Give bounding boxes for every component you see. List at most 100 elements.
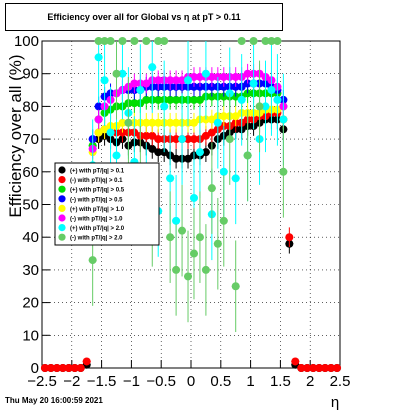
legend-box bbox=[54, 162, 160, 246]
y-tick-label: 30 bbox=[22, 262, 39, 279]
data-point bbox=[52, 364, 61, 372]
data-point bbox=[100, 76, 109, 85]
legend-label: (+) with pT/|q| > 2.0 bbox=[70, 226, 125, 232]
legend-item: (+) with pT/|q| > 2.0 bbox=[58, 224, 125, 232]
data-point bbox=[118, 118, 127, 127]
data-point bbox=[189, 72, 198, 81]
data-point bbox=[100, 125, 109, 134]
data-point bbox=[213, 118, 222, 127]
data-point bbox=[94, 115, 103, 124]
data-point bbox=[243, 151, 252, 160]
data-point bbox=[64, 364, 73, 372]
data-point bbox=[94, 128, 103, 137]
data-point bbox=[189, 95, 198, 104]
data-point bbox=[184, 272, 193, 281]
data-point bbox=[321, 364, 330, 372]
data-point bbox=[166, 76, 175, 85]
data-point bbox=[267, 37, 276, 45]
data-point bbox=[219, 72, 228, 81]
data-point bbox=[172, 95, 181, 104]
data-point bbox=[207, 184, 216, 193]
legend-marker bbox=[58, 195, 66, 203]
x-tick-label: −0.5 bbox=[146, 373, 176, 390]
data-point bbox=[273, 37, 282, 45]
data-point bbox=[154, 76, 163, 85]
y-tick-label: 20 bbox=[22, 295, 39, 312]
legend-item: (+) with pT/|q| > 0.5 bbox=[58, 185, 125, 194]
data-point bbox=[166, 95, 175, 104]
x-tick-label: 2 bbox=[306, 373, 314, 390]
data-point bbox=[327, 364, 336, 372]
data-point bbox=[142, 95, 151, 104]
data-point bbox=[249, 37, 258, 45]
data-point bbox=[303, 364, 312, 372]
x-axis-label: η bbox=[331, 394, 339, 410]
data-point bbox=[106, 128, 115, 137]
chart-title-box: Efficiency over all for Global vs η at p… bbox=[5, 3, 283, 31]
data-point bbox=[315, 364, 324, 372]
data-point bbox=[231, 72, 240, 81]
data-point bbox=[195, 72, 204, 81]
data-point bbox=[333, 364, 342, 372]
legend-item: (+) with pT/|q| > 0.1 bbox=[58, 166, 125, 175]
x-tick-label: −2 bbox=[63, 373, 80, 390]
data-point bbox=[94, 102, 103, 111]
data-point bbox=[130, 79, 139, 88]
data-point bbox=[297, 364, 306, 372]
legend-label: (+) with pT/|q| > 1.0 bbox=[70, 207, 125, 213]
data-point bbox=[76, 364, 85, 372]
data-point bbox=[160, 102, 169, 111]
data-point bbox=[231, 282, 240, 291]
data-point bbox=[195, 233, 204, 242]
legend-marker bbox=[58, 185, 66, 193]
data-point bbox=[213, 239, 222, 248]
data-point bbox=[201, 131, 210, 140]
data-point bbox=[279, 115, 288, 124]
data-point bbox=[40, 364, 49, 372]
data-point bbox=[189, 249, 198, 258]
x-tick-label: 1 bbox=[246, 373, 254, 390]
data-point bbox=[225, 135, 234, 144]
data-point bbox=[219, 216, 228, 225]
data-point bbox=[148, 144, 157, 153]
data-point bbox=[166, 233, 175, 242]
data-point bbox=[160, 37, 169, 45]
y-tick-label: 10 bbox=[22, 327, 39, 344]
legend-label: (+) with pT/|q| > 0.1 bbox=[70, 169, 125, 175]
data-point bbox=[178, 76, 187, 85]
y-tick-label: 40 bbox=[22, 229, 39, 246]
y-tick-label: 60 bbox=[22, 164, 39, 181]
data-point bbox=[166, 118, 175, 127]
data-point bbox=[201, 265, 210, 274]
legend-item: (-) with pT/|q| > 0.5 bbox=[58, 195, 123, 203]
chart-title: Efficiency over all for Global vs η at p… bbox=[47, 12, 241, 22]
data-point bbox=[291, 357, 300, 366]
data-point bbox=[172, 135, 181, 144]
data-point bbox=[172, 118, 181, 127]
data-point bbox=[136, 86, 145, 95]
data-point bbox=[255, 102, 264, 111]
legend-label: (+) with pT/|q| > 0.5 bbox=[70, 188, 125, 194]
data-point bbox=[195, 148, 204, 157]
data-point bbox=[70, 364, 79, 372]
legend-marker bbox=[58, 166, 66, 174]
legend-item: (-) with pT/|q| > 1.0 bbox=[58, 214, 123, 223]
legend-label: (-) with pT/|q| > 0.1 bbox=[70, 178, 123, 184]
data-point bbox=[148, 63, 157, 72]
data-point bbox=[219, 167, 228, 176]
y-tick-label: 90 bbox=[22, 66, 39, 83]
data-point bbox=[172, 76, 181, 85]
data-point bbox=[243, 69, 252, 78]
data-point bbox=[112, 151, 121, 160]
data-point bbox=[154, 148, 163, 157]
x-tick-label: −1.5 bbox=[87, 373, 117, 390]
y-tick-label: 100 bbox=[14, 33, 39, 50]
data-point bbox=[178, 226, 187, 235]
data-point bbox=[189, 135, 198, 144]
data-point bbox=[154, 95, 163, 104]
data-point bbox=[184, 76, 193, 85]
legend-marker bbox=[58, 224, 66, 232]
y-tick-label: 80 bbox=[22, 98, 39, 115]
data-point bbox=[231, 174, 240, 183]
x-tick-label: 1.5 bbox=[270, 373, 291, 390]
